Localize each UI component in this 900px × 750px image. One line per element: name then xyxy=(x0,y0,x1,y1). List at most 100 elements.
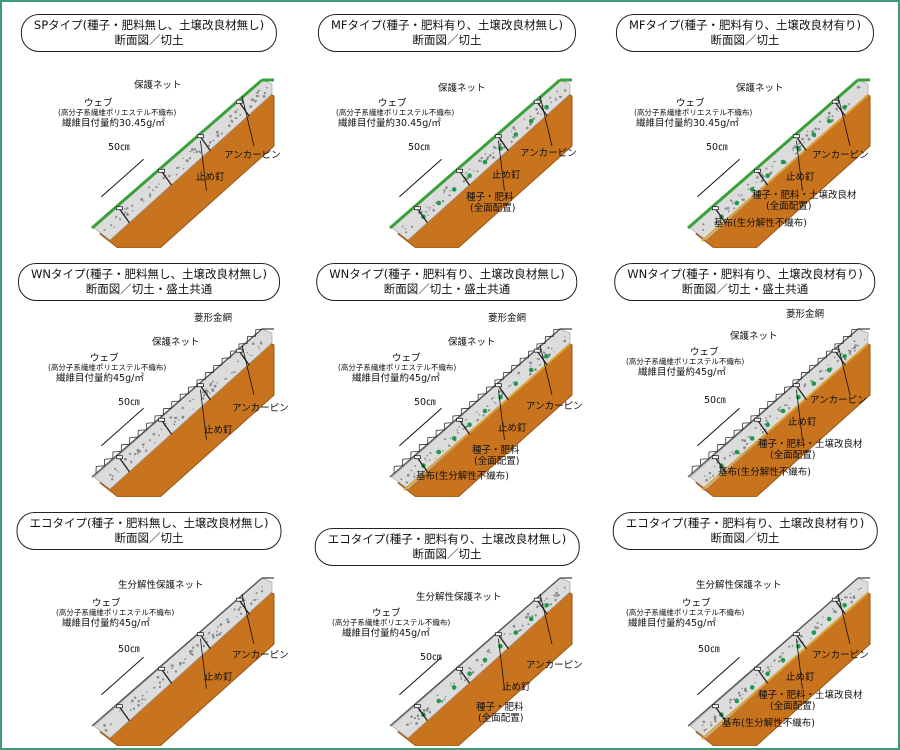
gravel-speck xyxy=(703,721,706,724)
gravel-speck xyxy=(814,626,816,628)
web-weight-label: 繊維目付量約45g/㎡ xyxy=(62,618,150,629)
pin-head xyxy=(534,349,540,352)
gravel-speck xyxy=(218,633,221,636)
seed-dot xyxy=(781,409,786,414)
gravel-speck xyxy=(250,603,252,605)
gravel-speck xyxy=(153,687,155,689)
wire-mesh-label: 菱形金網 xyxy=(786,309,824,320)
pitch-label: 50㎝ xyxy=(706,142,728,153)
gravel-speck xyxy=(146,691,147,692)
gravel-speck xyxy=(429,459,431,461)
seed-dot xyxy=(452,685,457,690)
gravel-speck xyxy=(557,588,558,589)
pin-head xyxy=(793,633,799,636)
gravel-speck xyxy=(487,650,490,653)
gravel-speck xyxy=(205,638,206,639)
gravel-speck xyxy=(427,455,429,457)
gravel-speck xyxy=(144,699,146,701)
gravel-speck xyxy=(739,195,741,197)
gravel-speck xyxy=(179,664,181,666)
gravel-speck xyxy=(174,417,176,419)
gravel-speck xyxy=(443,192,444,193)
pin-head xyxy=(495,633,501,636)
gravel-speck xyxy=(788,407,790,409)
gravel-speck xyxy=(152,189,154,191)
gravel-speck xyxy=(741,698,743,700)
gravel-speck xyxy=(511,130,512,131)
gravel-speck xyxy=(406,481,408,483)
gravel-speck xyxy=(765,417,767,419)
gravel-speck xyxy=(456,429,458,431)
gravel-speck xyxy=(231,120,233,122)
gravel-speck xyxy=(709,472,711,474)
seed-dot xyxy=(735,450,740,455)
gravel-speck xyxy=(556,91,558,93)
gravel-speck xyxy=(407,474,410,477)
gravel-speck xyxy=(468,667,470,669)
gravel-speck xyxy=(159,681,161,683)
gravel-speck xyxy=(468,677,470,679)
gravel-speck xyxy=(738,194,739,195)
gravel-speck xyxy=(126,214,128,216)
gravel-speck xyxy=(764,424,765,425)
gravel-speck xyxy=(411,226,413,228)
gravel-speck xyxy=(212,389,213,390)
gravel-speck xyxy=(202,391,204,393)
gravel-speck xyxy=(429,711,432,714)
gravel-speck xyxy=(435,458,436,459)
gravel-speck xyxy=(137,449,139,451)
gravel-speck xyxy=(756,674,758,676)
gravel-speck xyxy=(850,597,852,599)
gravel-speck xyxy=(256,92,258,94)
gravel-speck xyxy=(766,429,767,430)
gravel-speck xyxy=(854,344,856,346)
gravel-speck xyxy=(481,161,482,162)
gravel-speck xyxy=(788,646,790,648)
gravel-speck xyxy=(239,606,241,608)
gravel-speck xyxy=(778,660,780,662)
gravel-speck xyxy=(769,415,771,417)
gravel-speck xyxy=(458,426,460,428)
gravel-speck xyxy=(551,348,553,350)
gravel-speck xyxy=(196,644,199,647)
gravel-speck xyxy=(183,662,185,664)
gravel-speck xyxy=(249,105,252,108)
pin-head xyxy=(832,598,838,601)
gravel-speck xyxy=(795,154,796,155)
pin-head xyxy=(116,456,122,459)
base-cloth-label: 基布(生分解性不織布) xyxy=(722,718,815,729)
gravel-speck xyxy=(471,669,472,670)
gravel-speck xyxy=(806,134,809,137)
base-cloth-label: 基布(生分解性不織布) xyxy=(416,471,509,482)
stop-nail-label: 止め釘 xyxy=(196,172,225,183)
seed-dot xyxy=(544,105,549,110)
gravel-speck xyxy=(448,445,450,447)
net-label: 生分解性保護ネット xyxy=(696,580,782,591)
gravel-speck xyxy=(730,707,732,709)
gravel-speck xyxy=(762,670,764,672)
gravel-speck xyxy=(256,95,258,97)
gravel-speck xyxy=(233,372,234,373)
gravel-speck xyxy=(453,683,455,685)
gravel-speck xyxy=(766,168,768,170)
gravel-speck xyxy=(553,594,555,596)
pin-head xyxy=(197,135,203,138)
gravel-speck xyxy=(240,613,242,615)
gravel-speck xyxy=(844,596,846,598)
gravel-speck xyxy=(231,372,233,374)
seed-dot xyxy=(514,381,519,386)
gravel-speck xyxy=(203,645,204,646)
pin-head xyxy=(414,705,420,708)
net-label: 保護ネット xyxy=(438,83,486,94)
gravel-speck xyxy=(834,356,836,358)
gravel-speck xyxy=(254,599,256,601)
gravel-speck xyxy=(526,127,529,130)
gravel-speck xyxy=(800,145,802,147)
seed-dot xyxy=(765,671,770,676)
seed-dot xyxy=(735,201,740,206)
anchor-pin-label: アンカーピン xyxy=(232,650,289,661)
gravel-speck xyxy=(860,587,862,589)
gravel-speck xyxy=(815,629,816,630)
gravel-speck xyxy=(711,725,712,726)
gravel-speck xyxy=(133,708,135,710)
